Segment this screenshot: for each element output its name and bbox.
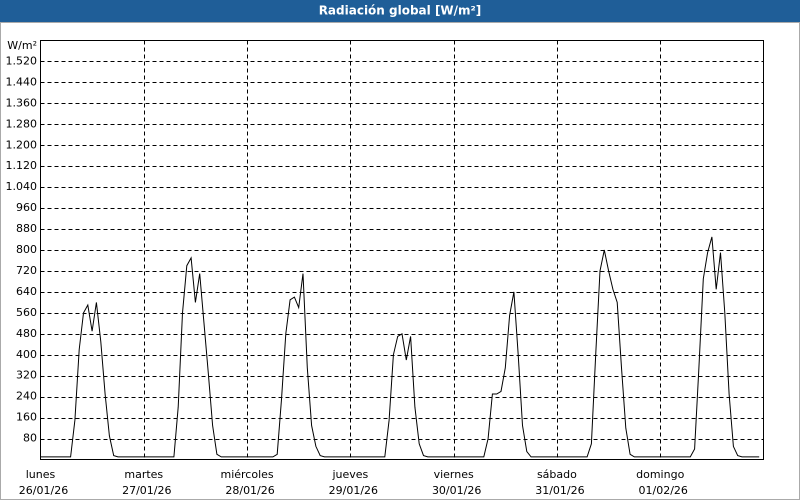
y-tick-label: 80	[23, 432, 37, 445]
x-tick-label: 30/01/26	[432, 484, 481, 497]
y-tick-label: 1.520	[6, 54, 38, 67]
x-tick-label: 31/01/26	[535, 484, 584, 497]
y-tick-label: 880	[16, 222, 37, 235]
y-tick-label: 320	[16, 369, 37, 382]
y-tick-label: 640	[16, 285, 37, 298]
x-tick-label: 29/01/26	[329, 484, 378, 497]
y-tick-label: 480	[16, 327, 37, 340]
x-tick-label: 26/01/26	[19, 484, 68, 497]
x-tick-label: lunes	[26, 468, 56, 481]
y-tick-label: 720	[16, 264, 37, 277]
y-tick-label: 960	[16, 201, 37, 214]
y-tick-label: 1.120	[6, 159, 38, 172]
x-tick-label: sábado	[537, 468, 577, 481]
x-tick-label: martes	[124, 468, 163, 481]
y-tick-label: 160	[16, 411, 37, 424]
x-tick-label: jueves	[331, 468, 368, 481]
title-bar	[0, 0, 800, 22]
x-tick-label: 27/01/26	[122, 484, 171, 497]
y-tick-label: 1.440	[6, 75, 38, 88]
y-tick-label: 1.040	[6, 180, 38, 193]
y-tick-label: 1.360	[6, 96, 38, 109]
x-tick-label: 01/02/26	[639, 484, 688, 497]
x-tick-label: viernes	[434, 468, 474, 481]
y-axis-label: W/m²	[7, 39, 37, 52]
y-tick-label: 560	[16, 306, 37, 319]
x-tick-label: miércoles	[220, 468, 273, 481]
y-tick-label: 240	[16, 390, 37, 403]
x-tick-label: 28/01/26	[225, 484, 274, 497]
series-line	[40, 236, 760, 458]
chart-title: Radiación global [W/m²]	[319, 4, 482, 18]
y-tick-label: 1.280	[6, 117, 38, 130]
y-tick-label: 800	[16, 243, 37, 256]
x-tick-label: domingo	[636, 468, 684, 481]
y-tick-label: 1.200	[6, 138, 38, 151]
y-tick-label: 400	[16, 348, 37, 361]
